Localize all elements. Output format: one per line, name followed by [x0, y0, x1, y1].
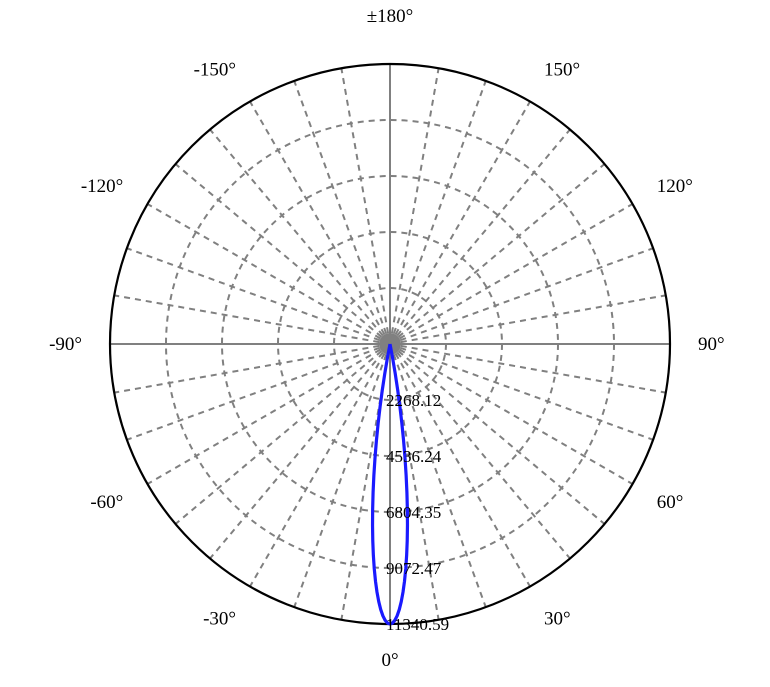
angle-label: -150°	[194, 59, 236, 80]
radial-label: 2268.12	[386, 391, 441, 410]
angle-label: 0°	[381, 650, 398, 671]
angle-label: 30°	[544, 609, 571, 630]
angle-label: ±180°	[367, 6, 414, 27]
radial-label: 6804.35	[386, 503, 441, 522]
angle-label: 90°	[698, 334, 725, 355]
radial-label: 4536.24	[386, 447, 442, 466]
angle-label: -90°	[49, 334, 82, 355]
polar-svg: 2268.12 4536.24 6804.35 9072.47 11340.59 0° 30…	[0, 0, 770, 687]
angle-label: 150°	[544, 59, 580, 80]
angle-label: 60°	[657, 492, 684, 513]
radial-label: 9072.47	[386, 559, 442, 578]
polar-chart: 2268.12 4536.24 6804.35 9072.47 11340.59 0° 30…	[0, 0, 770, 687]
angle-label: -60°	[90, 492, 123, 513]
radial-label: 11340.59	[386, 615, 449, 634]
angle-label: 120°	[657, 176, 693, 197]
angle-label: -120°	[81, 176, 123, 197]
angle-label: -30°	[203, 609, 236, 630]
